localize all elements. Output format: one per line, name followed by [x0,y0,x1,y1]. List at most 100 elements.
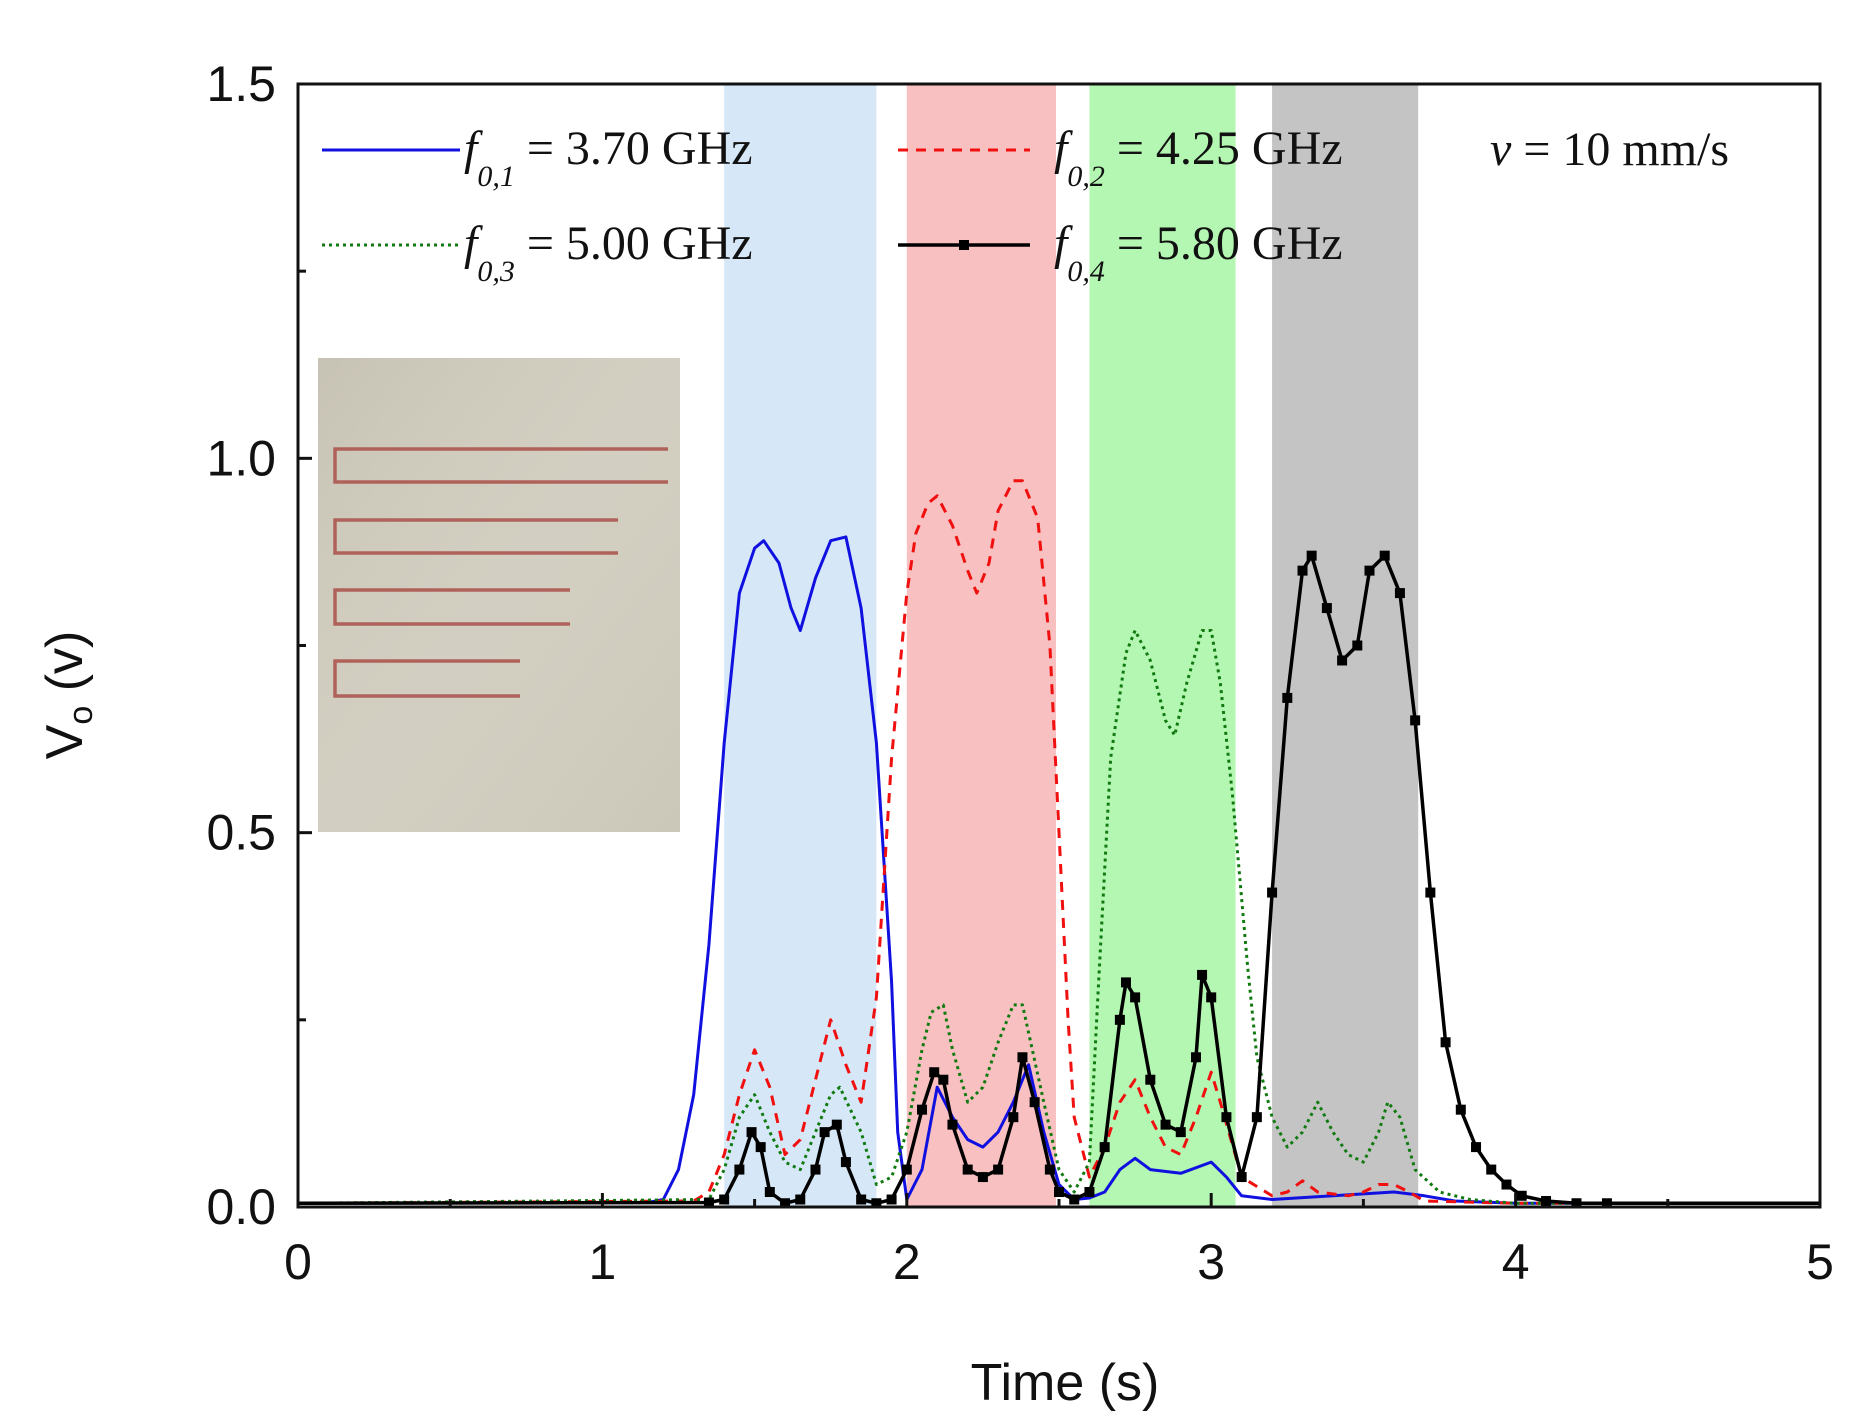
series-4-marker [1029,1097,1040,1108]
y-axis-title-subscript: o [62,706,100,725]
series-4-marker [917,1104,928,1115]
highlight-bands [724,84,1419,1207]
y-axis-title-unit: (v) [36,631,94,706]
series-4-marker [840,1157,851,1168]
x-axis-title: Time (s) [971,1354,1160,1412]
series-4-marker [1221,1112,1232,1123]
series-4-marker [929,1067,940,1078]
series-4-marker [1571,1198,1582,1209]
series-4-marker [1352,640,1363,651]
legend-subscript: 0,4 [1067,255,1105,288]
series-4-marker [1008,1112,1019,1123]
series-4-marker [1160,1119,1171,1130]
series-4-marker [1337,655,1348,666]
series-4-marker [1120,977,1131,988]
series-4-marker [1379,550,1390,561]
series-4-marker [1175,1127,1186,1138]
series-4-marker [977,1172,988,1183]
series-4-marker [819,1127,830,1138]
series-4-marker [755,1142,766,1153]
y-tick-label: 1.0 [206,430,276,486]
series-4-marker [1206,992,1217,1003]
legend-value: = 5.80 GHz [1105,217,1343,270]
velocity-annotation-rest: = 10 mm/s [1511,123,1729,176]
series-4-marker [1145,1074,1156,1085]
y-tick-label: 0.5 [206,805,276,861]
series-4-marker [1017,1052,1028,1063]
series-4-marker [1541,1196,1552,1207]
inset-resonator-4 [333,659,520,698]
series-4-marker [1282,692,1293,703]
inset-resonator-2 [333,518,618,555]
series-4-marker [938,1074,949,1085]
series-4-marker [1601,1198,1612,1209]
inset-photo-shading [318,358,680,832]
series-line-3 [297,629,1820,1205]
series-4-marker [810,1164,821,1175]
series-4-marker [947,1119,958,1130]
legend-subscript: 0,2 [1067,160,1105,193]
series-4-marker [1306,550,1317,561]
series-4-marker [1297,565,1308,576]
velocity-annotation: v = 10 mm/s [1490,123,1729,176]
x-tick-label: 2 [893,1234,921,1290]
series-4-marker [1084,1187,1095,1198]
x-tick-label: 1 [588,1234,616,1290]
legend-value: = 5.00 GHz [515,217,753,270]
series-line-1 [297,535,1820,1205]
series-4-marker [1251,1112,1262,1123]
series-4-marker [993,1164,1004,1175]
legend-value: = 3.70 GHz [515,122,753,175]
y-axis-title: Vo (v) [36,631,100,760]
y-tick-label: 1.5 [206,56,276,112]
x-tick-label: 4 [1502,1234,1530,1290]
series-4-marker [1114,1014,1125,1025]
series-4-marker [1486,1164,1497,1175]
legend-label-4: f0,4 = 5.80 GHz [1054,217,1343,288]
series-4-marker [901,1164,912,1175]
series-4-marker [1197,969,1208,980]
y-axis-ticks: 0.0 0.5 1.0 1.5 [206,56,312,1235]
series-4-marker [734,1164,745,1175]
series-4-marker [1236,1172,1247,1183]
series-4-marker [831,1119,842,1130]
x-tick-label: 0 [284,1234,312,1290]
x-tick-label: 5 [1806,1234,1834,1290]
series-4-marker [1044,1164,1055,1175]
series-4-marker [1455,1104,1466,1115]
y-tick-label: 0.0 [206,1179,276,1235]
legend-marker [959,240,969,250]
series-4-marker [1054,1187,1064,1198]
svg-text:Vo (v): Vo (v) [36,631,100,760]
series-4-marker [1440,1037,1451,1048]
highlight-band-2 [906,84,1056,1207]
series-4-marker [1471,1142,1482,1153]
velocity-annotation-var: v [1490,123,1512,176]
legend-subscript: 0,3 [477,255,515,288]
series-4-marker [886,1194,897,1205]
inset-resonator-1 [333,447,668,484]
legend-label-2: f0,2 = 4.25 GHz [1054,122,1343,193]
series-4-marker [703,1197,714,1208]
series-4-marker [962,1164,973,1175]
series-line-2 [297,479,1820,1205]
legend-value: = 4.25 GHz [1105,122,1343,175]
inset-resonator-3 [333,588,570,626]
series-4-marker [1425,887,1436,898]
inset-photo [318,358,680,832]
series-4-marker [780,1198,791,1209]
series-4-marker [1501,1179,1512,1190]
series-4-marker [1364,565,1375,576]
series-4-marker [1099,1142,1110,1153]
series-4-marker [1394,588,1405,599]
series-4-marker [1130,992,1141,1003]
highlight-band-3 [1089,84,1236,1207]
x-tick-label: 3 [1197,1234,1225,1290]
highlight-band-4 [1272,84,1419,1207]
series-4-marker [1267,887,1278,898]
series-4-marker [719,1194,730,1205]
legend-label-3: f0,3 = 5.00 GHz [464,217,753,288]
series-4-marker [764,1187,775,1198]
legend-subscript: 0,1 [477,160,515,193]
